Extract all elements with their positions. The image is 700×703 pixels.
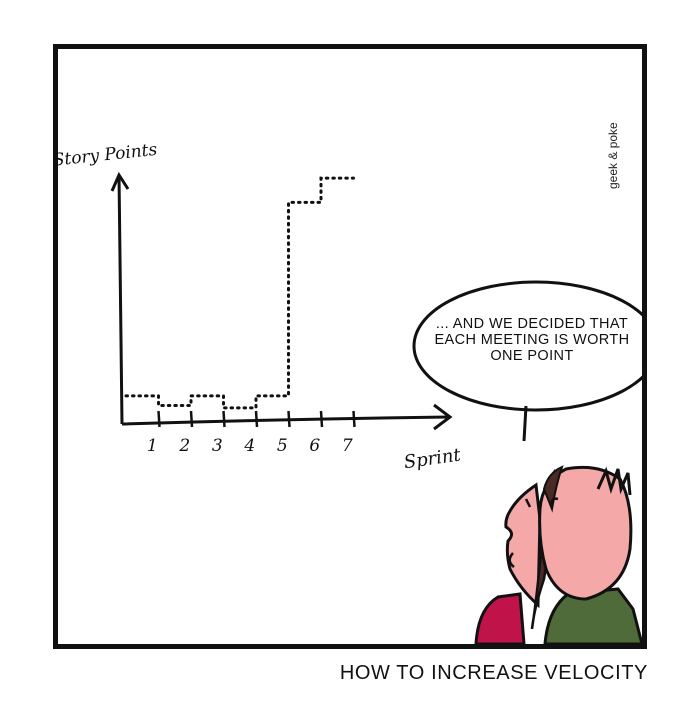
x-tick-label: 2 [178, 436, 190, 456]
x-tick-mark [254, 410, 259, 428]
x-tick-mark [157, 410, 161, 428]
x-tick-mark [189, 410, 194, 428]
x-tick-mark [287, 410, 291, 428]
x-axis-arrowhead [433, 403, 453, 431]
x-tick-mark [222, 410, 226, 428]
y-axis [117, 174, 124, 425]
left-developer-head [504, 482, 542, 609]
speech-line-3: ONE POINT [490, 348, 574, 364]
speech-line-1: ... AND WE DECIDED THAT [435, 316, 629, 332]
x-axis [121, 415, 449, 426]
x-tick-label: 3 [212, 436, 223, 456]
x-tick-mark [352, 410, 356, 428]
x-tick-label: 1 [147, 436, 158, 456]
left-developer-shirt [474, 592, 526, 644]
left-developer-eye [524, 498, 532, 508]
right-developer-head [538, 465, 633, 601]
x-axis-label: Sprint [403, 444, 463, 473]
right-developer-ear [550, 497, 559, 508]
x-axis-ticks [157, 410, 356, 428]
left-developer-mouth [508, 552, 515, 568]
right-developer-shirt [543, 587, 642, 644]
speech-bubble-text: ... AND WE DECIDED THAT EACH MEETING IS … [412, 316, 652, 364]
x-tick-label: 5 [277, 436, 288, 456]
x-tick-label: 7 [342, 436, 353, 456]
y-axis-label: Story Points [58, 140, 158, 171]
comic-caption: HOW TO INCREASE VELOCITY [339, 662, 648, 684]
speech-line-2: EACH MEETING IS WORTH [434, 332, 630, 348]
right-developer [538, 465, 642, 644]
speech-bubble [412, 280, 642, 442]
y-axis-arrowhead [110, 171, 130, 192]
author-credit: geek & poke [606, 122, 620, 189]
x-tick-mark [319, 410, 324, 428]
right-developer-hand [596, 466, 632, 496]
x-tick-label: 4 [243, 436, 255, 456]
x-tick-label: 6 [309, 436, 320, 456]
story-points-series-line [124, 176, 355, 410]
